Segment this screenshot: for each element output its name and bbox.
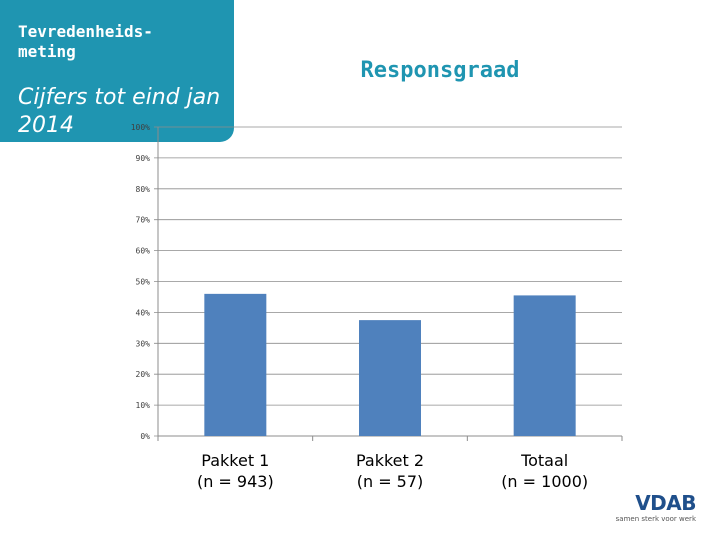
y-tick-label: 70% bbox=[136, 216, 151, 225]
bar bbox=[513, 295, 576, 436]
category-name: Pakket 2 bbox=[355, 451, 425, 470]
category-name: Totaal bbox=[521, 451, 569, 470]
logo-tagline: samen sterk voor werk bbox=[615, 515, 696, 523]
category-name: Pakket 1 bbox=[201, 451, 270, 470]
y-tick-label: 50% bbox=[136, 278, 151, 287]
vdab-logo: VDAB samen sterk voor werk bbox=[596, 491, 697, 524]
bar bbox=[204, 293, 267, 436]
slide-subtitle: Cijfers tot eind jan 2014 bbox=[18, 85, 221, 138]
y-tick-label: 90% bbox=[136, 154, 151, 163]
category-count: (n = 943) bbox=[196, 472, 274, 491]
logo-text: VDAB bbox=[635, 491, 696, 515]
category-count: (n = 1000) bbox=[501, 472, 589, 491]
bar bbox=[359, 320, 421, 436]
y-tick-label: 0% bbox=[140, 432, 150, 441]
category-label-pakket-1: Pakket 1 (n = 943) bbox=[160, 450, 310, 492]
header-panel: Tevredenheids-meting Cijfers tot eind ja… bbox=[0, 0, 234, 142]
slide-title: Tevredenheids-meting bbox=[18, 22, 153, 61]
y-tick-label: 10% bbox=[136, 401, 151, 410]
y-tick-label: 60% bbox=[136, 247, 151, 256]
y-tick-label: 30% bbox=[136, 339, 151, 348]
category-count: (n = 57) bbox=[356, 472, 424, 491]
y-tick-label: 100% bbox=[131, 123, 150, 132]
chart-title: Responsgraad bbox=[360, 58, 520, 83]
y-tick-label: 80% bbox=[136, 185, 151, 194]
y-tick-label: 40% bbox=[136, 308, 151, 317]
category-label-pakket-2: Pakket 2 (n = 57) bbox=[315, 450, 465, 492]
y-tick-label: 20% bbox=[136, 370, 151, 379]
category-label-totaal: Totaal (n = 1000) bbox=[470, 450, 620, 492]
